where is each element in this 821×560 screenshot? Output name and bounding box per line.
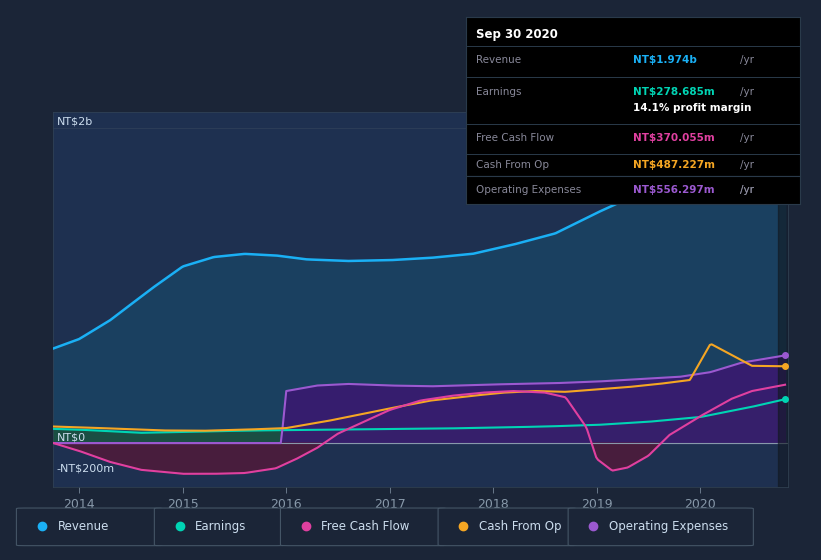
Text: 14.1% profit margin: 14.1% profit margin bbox=[633, 103, 751, 113]
Text: /yr: /yr bbox=[741, 55, 754, 65]
FancyBboxPatch shape bbox=[281, 508, 446, 545]
Text: Sep 30 2020: Sep 30 2020 bbox=[475, 28, 557, 41]
Text: NT$278.685m: NT$278.685m bbox=[633, 87, 715, 97]
Text: NT$2b: NT$2b bbox=[57, 116, 93, 126]
Text: NT$1.974b: NT$1.974b bbox=[633, 55, 697, 65]
FancyBboxPatch shape bbox=[568, 508, 754, 545]
Text: /yr: /yr bbox=[741, 160, 754, 170]
Text: NT$487.227m: NT$487.227m bbox=[633, 160, 715, 170]
Text: Cash From Op: Cash From Op bbox=[479, 520, 562, 533]
FancyBboxPatch shape bbox=[154, 508, 284, 545]
Text: Revenue: Revenue bbox=[475, 55, 521, 65]
Text: Earnings: Earnings bbox=[475, 87, 521, 97]
Text: /yr: /yr bbox=[741, 133, 754, 143]
Text: NT$370.055m: NT$370.055m bbox=[633, 133, 715, 143]
Text: Free Cash Flow: Free Cash Flow bbox=[475, 133, 553, 143]
FancyBboxPatch shape bbox=[16, 508, 163, 545]
Text: Operating Expenses: Operating Expenses bbox=[475, 185, 580, 195]
Text: NT$0: NT$0 bbox=[57, 432, 85, 442]
Bar bbox=[777, 112, 788, 487]
Text: -NT$200m: -NT$200m bbox=[57, 464, 115, 474]
Text: Free Cash Flow: Free Cash Flow bbox=[322, 520, 410, 533]
Text: /yr: /yr bbox=[741, 185, 754, 195]
Text: /yr: /yr bbox=[741, 185, 754, 195]
Text: Cash From Op: Cash From Op bbox=[475, 160, 548, 170]
Text: /yr: /yr bbox=[741, 87, 754, 97]
FancyBboxPatch shape bbox=[438, 508, 576, 545]
Text: NT$556.297m: NT$556.297m bbox=[633, 185, 714, 195]
Text: Operating Expenses: Operating Expenses bbox=[609, 520, 728, 533]
Text: Revenue: Revenue bbox=[57, 520, 108, 533]
Text: Earnings: Earnings bbox=[195, 520, 246, 533]
